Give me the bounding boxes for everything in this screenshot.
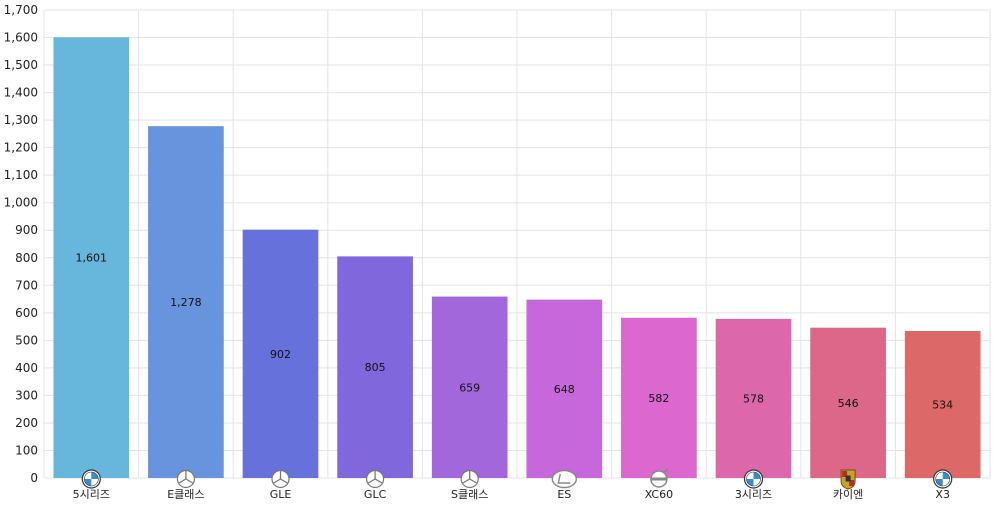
porsche-logo-icon (840, 469, 856, 490)
y-tick-label: 1,700 (4, 3, 38, 17)
y-tick-label: 300 (15, 388, 38, 402)
bar-2[interactable] (148, 126, 224, 478)
volvo-logo-icon (650, 468, 669, 488)
category-label: 3시리즈 (735, 488, 772, 501)
bar-8[interactable] (715, 318, 792, 478)
bar-10[interactable] (904, 330, 981, 478)
lexus-logo-icon (551, 469, 577, 489)
category-label: GLC (364, 488, 387, 501)
bar-3[interactable] (242, 229, 319, 478)
bar-7[interactable] (621, 317, 697, 478)
bmw-logo-icon (81, 469, 101, 489)
bar-5[interactable] (431, 296, 508, 478)
data-label: 582 (648, 392, 669, 405)
bars (53, 37, 981, 478)
y-axis-tick-labels: 0 100 200 300 400 500 600 700 800 900 1,000 1,100 1,… (4, 3, 38, 485)
data-labels: 1,601 1,278 902 805 659 648 582 578 546 534 (76, 252, 954, 412)
y-tick-label: 600 (15, 306, 38, 320)
mercedes-logo-icon (176, 469, 195, 489)
bar-4[interactable] (337, 256, 413, 478)
y-tick-label: 500 (15, 333, 38, 347)
category-label: E클래스 (167, 488, 204, 501)
y-tick-label: 400 (15, 361, 38, 375)
data-label: 546 (838, 397, 859, 410)
x-axis-category-labels: 5시리즈 E클래스 GLE GLC S클래스 ES XC60 3시리즈 카이엔 X3 (73, 488, 950, 501)
y-tick-label: 1,400 (4, 86, 38, 100)
category-label: S클래스 (451, 488, 488, 501)
bar-6[interactable] (526, 299, 603, 478)
mercedes-logo-icon (366, 469, 385, 489)
mercedes-logo-icon (271, 469, 290, 489)
y-tick-label: 900 (15, 223, 38, 237)
y-tick-label: 200 (15, 416, 38, 430)
bmw-logo-icon (743, 469, 764, 489)
category-label: 카이엔 (833, 488, 863, 501)
y-tick-label: 1,100 (4, 168, 38, 182)
data-label: 902 (270, 348, 291, 361)
bmw-logo-icon (933, 469, 953, 489)
category-label: 5시리즈 (73, 488, 110, 501)
bar-1[interactable] (53, 37, 130, 478)
y-tick-label: 1,300 (4, 113, 38, 127)
data-label: 1,601 (76, 252, 108, 265)
bar-9[interactable] (810, 327, 886, 478)
data-label: 805 (365, 361, 386, 374)
y-tick-label: 1,000 (4, 196, 38, 210)
category-label: XC60 (645, 488, 673, 501)
mercedes-logo-icon (460, 469, 479, 489)
y-tick-label: 100 (15, 443, 38, 457)
y-tick-label: 700 (15, 278, 38, 292)
data-label: 659 (459, 381, 480, 394)
y-tick-label: 1,600 (4, 31, 38, 45)
y-tick-label: 800 (15, 251, 38, 265)
data-label: 578 (743, 392, 764, 405)
y-tick-label: 1,500 (4, 58, 38, 72)
category-label: X3 (935, 488, 950, 501)
data-label: 648 (554, 383, 575, 396)
data-label: 534 (932, 398, 953, 411)
brand-icons (81, 468, 953, 490)
data-label: 1,278 (170, 296, 202, 309)
category-label: GLE (270, 488, 292, 501)
category-label: ES (557, 488, 571, 501)
y-tick-label: 1,200 (4, 141, 38, 155)
y-tick-label: 0 (30, 471, 38, 485)
